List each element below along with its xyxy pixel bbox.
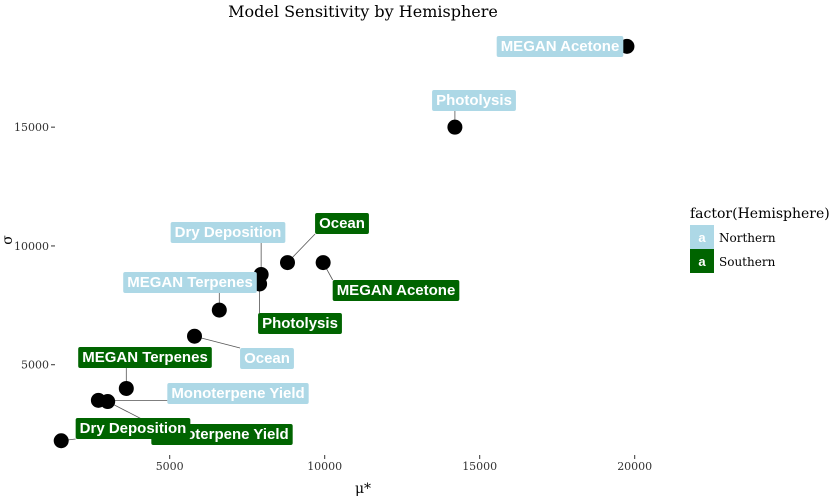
point-southern-ocean — [280, 255, 295, 271]
x-tick-label: 15000 — [462, 460, 497, 473]
label-box-northern-monoterpene-yield — [167, 383, 309, 404]
label-box-southern-megan-acetone — [332, 280, 460, 301]
label-northern-photolysis: Photolysis — [432, 90, 516, 111]
label-northern-ocean: Ocean — [240, 348, 294, 369]
label-text-northern-ocean: Ocean — [244, 350, 290, 367]
y-tick-label: 5000 — [21, 359, 49, 372]
legend-title: factor(Hemisphere) — [690, 206, 830, 222]
label-northern-dry-deposition: Dry Deposition — [170, 222, 286, 243]
label-box-southern-photolysis — [258, 313, 342, 334]
label-southern-megan-acetone: MEGAN Acetone — [332, 280, 460, 301]
point-southern-dry-deposition — [53, 433, 69, 449]
x-axis-label: μ* — [355, 481, 371, 497]
point-southern-megan-acetone — [315, 255, 331, 271]
label-northern-megan-terpenes: MEGAN Terpenes — [123, 272, 257, 293]
label-southern-dry-deposition: Dry Deposition — [75, 418, 191, 439]
point-northern-photolysis — [447, 119, 463, 135]
label-box-northern-photolysis — [432, 90, 516, 111]
label-northern-monoterpene-yield: Monoterpene Yield — [167, 383, 309, 404]
label-text-northern-photolysis: Photolysis — [436, 92, 512, 109]
label-box-northern-dry-deposition — [170, 222, 286, 243]
point-southern-monoterpene-yield — [100, 394, 116, 410]
label-box-southern-megan-terpenes — [78, 347, 212, 368]
label-box-northern-megan-terpenes — [123, 272, 257, 293]
point-labels: Monoterpene Yield MEGAN Acetone Photolysis… — [75, 36, 624, 445]
label-text-northern-dry-deposition: Dry Deposition — [175, 224, 282, 241]
point-southern-megan-terpenes — [118, 380, 134, 396]
leader-northern-ocean — [194, 335, 241, 349]
label-southern-ocean: Ocean — [315, 213, 369, 234]
x-tick-label: 10000 — [307, 460, 342, 473]
label-text-southern-photolysis: Photolysis — [262, 315, 338, 332]
label-text-northern-monoterpene-yield: Monoterpene Yield — [171, 385, 304, 402]
label-text-northern-megan-acetone: MEGAN Acetone — [501, 38, 620, 55]
label-text-southern-dry-deposition: Dry Deposition — [80, 420, 187, 437]
legend-label-northern: Northern — [719, 231, 776, 245]
legend-key-southern — [690, 249, 714, 273]
label-text-northern-megan-terpenes: MEGAN Terpenes — [127, 274, 253, 291]
point-northern-ocean — [187, 328, 202, 344]
label-southern-photolysis: Photolysis — [258, 313, 342, 334]
legend-item-northern: a Northern — [690, 225, 776, 249]
legend-key-glyph: a — [698, 230, 706, 245]
axes: 5000 10000 15000 20000 5000 10000 15000 — [14, 121, 652, 473]
label-text-southern-megan-acetone: MEGAN Acetone — [337, 282, 456, 299]
legend-key-northern — [690, 225, 714, 249]
label-text-southern-ocean: Ocean — [319, 215, 365, 232]
label-box-southern-dry-deposition — [75, 418, 191, 439]
label-northern-megan-acetone: MEGAN Acetone — [496, 36, 624, 57]
y-tick-label: 15000 — [14, 121, 49, 134]
data-points — [53, 38, 635, 449]
chart-title: Model Sensitivity by Hemisphere — [228, 2, 498, 21]
label-text-southern-megan-terpenes: MEGAN Terpenes — [82, 349, 208, 366]
label-box-northern-megan-acetone — [496, 36, 624, 57]
y-tick-label: 10000 — [14, 240, 49, 253]
legend-label-southern: Southern — [719, 255, 776, 269]
y-axis-label: σ — [0, 235, 16, 245]
label-box-northern-ocean — [240, 348, 294, 369]
legend-key-glyph: a — [698, 254, 706, 269]
x-tick-label: 20000 — [617, 460, 652, 473]
label-southern-megan-terpenes: MEGAN Terpenes — [78, 347, 212, 368]
legend: factor(Hemisphere) a Northern a Southern — [690, 206, 830, 273]
x-tick-label: 5000 — [156, 460, 184, 473]
label-box-southern-ocean — [315, 213, 369, 234]
point-northern-megan-terpenes — [211, 302, 227, 318]
legend-item-southern: a Southern — [690, 249, 776, 273]
